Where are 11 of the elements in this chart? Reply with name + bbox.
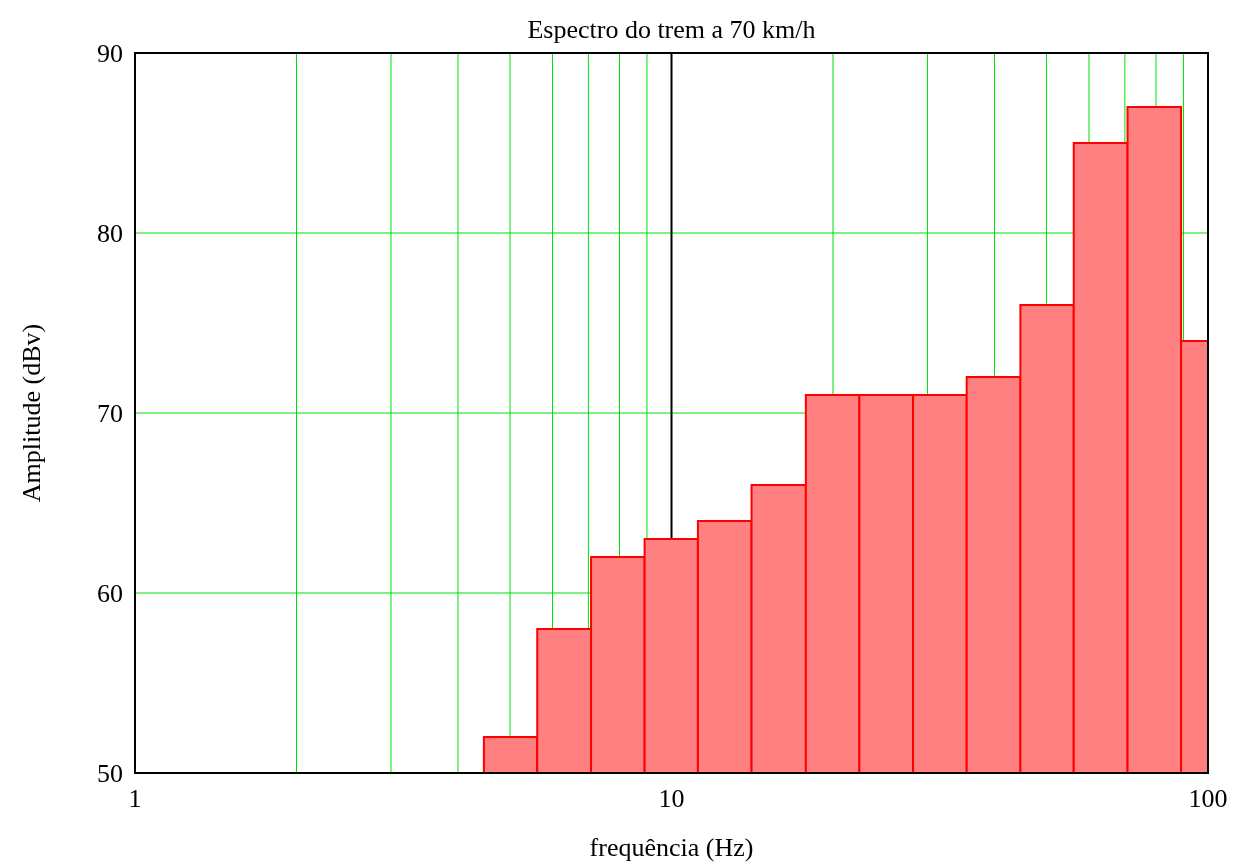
x-tick-label: 100 [1188, 784, 1228, 813]
y-tick-label: 90 [97, 39, 123, 68]
x-tick-label: 1 [128, 784, 142, 813]
y-tick-label: 60 [97, 579, 123, 608]
y-tick-label: 70 [97, 399, 123, 428]
y-tick-label: 50 [97, 759, 123, 788]
x-tick-label: 10 [658, 784, 685, 813]
chart-title: Espectro do trem a 70 km/h [527, 15, 816, 44]
y-tick-label: 80 [97, 219, 123, 248]
x-axis-title: frequência (Hz) [589, 833, 754, 862]
y-axis-title: Amplitude (dBv) [17, 323, 46, 503]
